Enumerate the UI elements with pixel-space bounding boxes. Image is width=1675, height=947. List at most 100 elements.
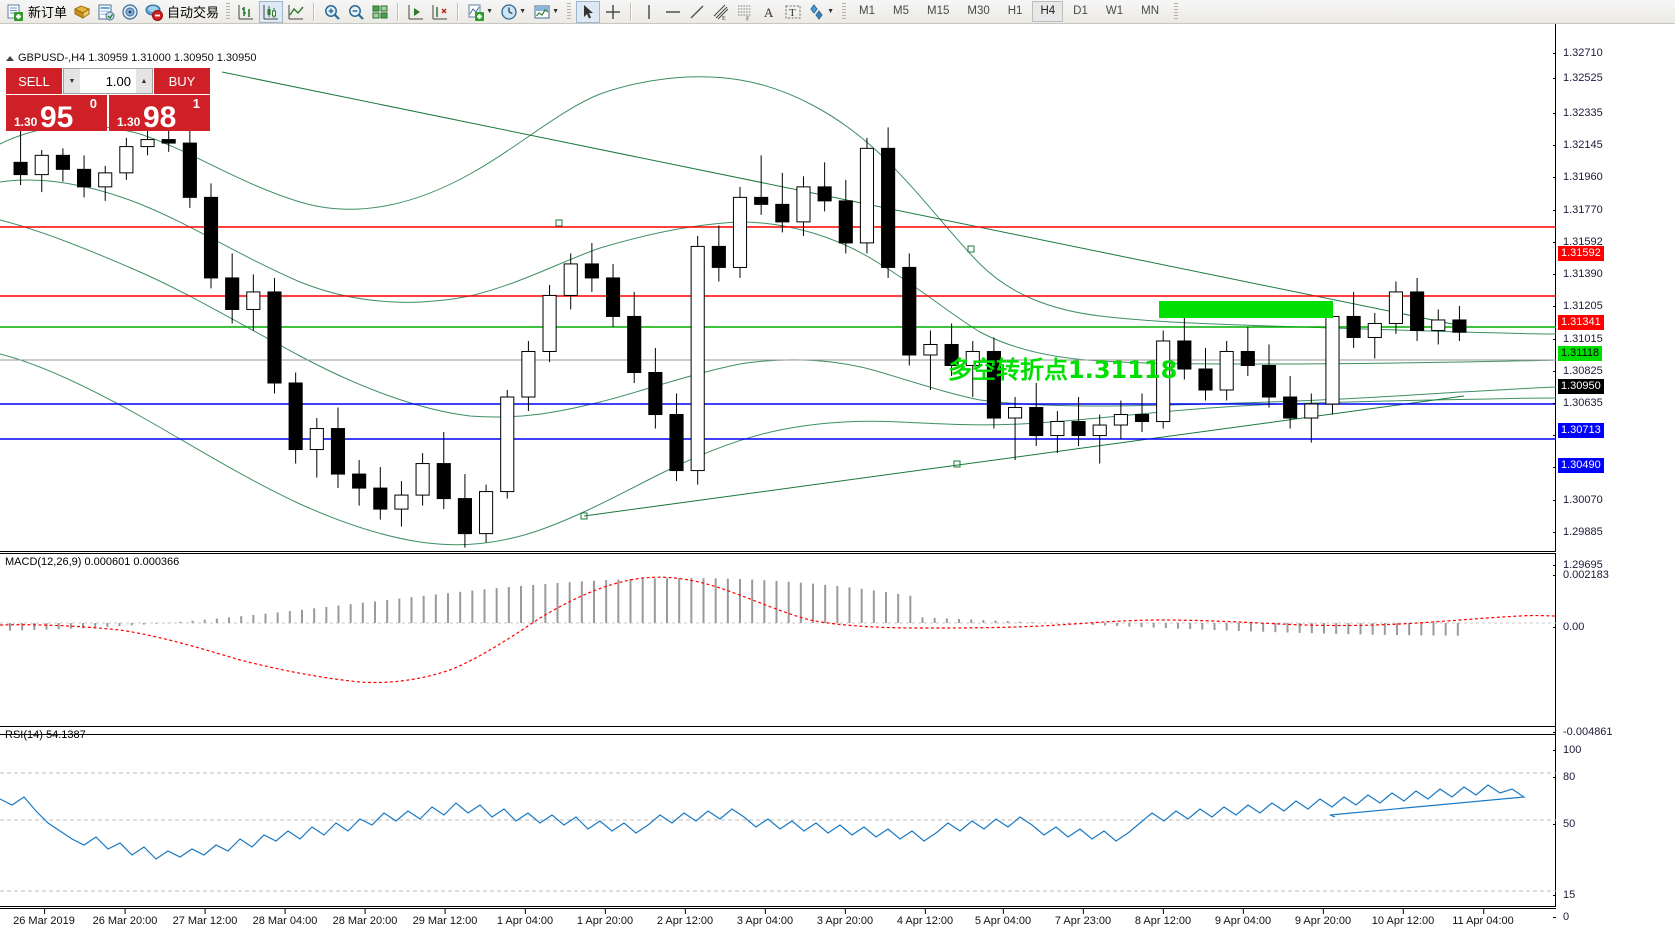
text-button[interactable]: A: [758, 1, 780, 23]
volume-increment-icon[interactable]: ▲: [136, 69, 152, 93]
candle: [13, 161, 28, 176]
timeframe-w1[interactable]: W1: [1105, 5, 1124, 17]
volume-input[interactable]: 1.00: [80, 69, 136, 93]
market-watch-button[interactable]: [95, 1, 117, 23]
price-axis[interactable]: 1.32710 1.32525 1.32335 1.32145 1.31960 1.317…: [1552, 24, 1675, 947]
buy-price-display[interactable]: 1.30 98 1: [109, 95, 210, 134]
crosshair-button[interactable]: [602, 1, 624, 23]
timeframe-d1[interactable]: D1: [1073, 5, 1088, 17]
timeframe-m1[interactable]: M1: [859, 5, 876, 17]
candle: [1050, 421, 1065, 437]
sell-button[interactable]: SELL: [6, 68, 62, 94]
main-toolbar: 新订单: [0, 0, 1675, 24]
candle: [1071, 421, 1086, 437]
time-tick: 3 Apr 04:00: [736, 909, 794, 927]
cursor-button[interactable]: [576, 0, 601, 23]
candle: [1283, 396, 1298, 419]
horizontal-line-button[interactable]: [662, 1, 684, 23]
time-axis[interactable]: 26 Mar 2019 26 Mar 20:00 27 Mar 12:00 28 Ma…: [0, 908, 1556, 947]
support-1-label[interactable]: 1.30713: [1558, 423, 1604, 438]
sell-price-fraction: 0: [89, 96, 97, 111]
equidistant-channel-button[interactable]: E: [710, 1, 732, 23]
bar-chart-icon: [237, 3, 255, 21]
candle: [394, 494, 409, 510]
timeframe-h4[interactable]: H4: [1032, 1, 1064, 22]
price-tick: 1.31015: [1553, 334, 1603, 345]
macd-canvas: [0, 576, 1557, 684]
indicators-dropdown-arrow[interactable]: ▼: [486, 8, 493, 15]
candle: [563, 263, 578, 296]
profiles-button[interactable]: [71, 1, 93, 23]
one-click-trading-panel[interactable]: SELL ▼ 1.00 ▲ BUY 1.30 95 0 1.30 98 1: [6, 68, 210, 134]
profiles-icon: [73, 3, 91, 21]
candlestick-chart-button[interactable]: [259, 0, 284, 23]
navigator-button[interactable]: [119, 1, 141, 23]
price-pane[interactable]: [0, 24, 1557, 552]
volume-decrement-icon[interactable]: ▼: [64, 69, 80, 93]
timeframe-m5[interactable]: M5: [893, 5, 909, 17]
macd-pane[interactable]: MACD(12,26,9) 0.000601 0.000366: [0, 553, 1557, 735]
text-label-button[interactable]: T: [782, 1, 804, 23]
candle: [55, 154, 70, 170]
toolbar-separator-1: [313, 2, 316, 21]
fibonacci-button[interactable]: F: [734, 1, 756, 23]
candlestick-series: [13, 116, 1467, 548]
tile-windows-button[interactable]: [369, 1, 391, 23]
time-tick: 7 Apr 23:00: [1054, 909, 1112, 927]
collapse-arrow-icon[interactable]: [6, 55, 14, 61]
line-chart-button[interactable]: [285, 1, 307, 23]
price-tick: 1.32525: [1553, 73, 1603, 84]
timeframe-mn[interactable]: MN: [1141, 5, 1159, 17]
resistance-1-label[interactable]: 1.31592: [1558, 246, 1604, 261]
periods-dropdown-arrow[interactable]: ▼: [519, 8, 526, 15]
zoom-in-button[interactable]: [321, 1, 343, 23]
periods-button[interactable]: ▼: [498, 1, 529, 23]
timeframe-m15[interactable]: M15: [927, 5, 950, 17]
shapes-button[interactable]: ▼: [806, 1, 837, 23]
line-chart-icon: [287, 3, 305, 21]
buy-button[interactable]: BUY: [154, 68, 210, 94]
rsi-tick: 50: [1552, 819, 1575, 830]
new-order-button[interactable]: 新订单: [4, 1, 69, 23]
sell-price-prefix: 1.30: [14, 115, 38, 129]
toolbar-grip-4[interactable]: [1174, 2, 1178, 21]
rsi-label: RSI(14) 54.1387: [5, 729, 86, 741]
shapes-dropdown-arrow[interactable]: ▼: [827, 8, 834, 15]
auto-scroll-button[interactable]: [405, 1, 427, 23]
candle: [119, 146, 134, 174]
autotrading-button[interactable]: 自动交易: [143, 1, 221, 23]
current-price-label[interactable]: 1.30950: [1558, 379, 1604, 394]
pivot-label[interactable]: 1.31118: [1558, 346, 1603, 361]
trendline-button[interactable]: [686, 1, 708, 23]
support-2-label[interactable]: 1.30490: [1558, 458, 1604, 473]
timeframe-h1[interactable]: H1: [1007, 5, 1023, 17]
candle: [373, 487, 388, 510]
volume-stepper[interactable]: ▼ 1.00 ▲: [63, 68, 153, 94]
timeframe-m30[interactable]: M30: [967, 5, 990, 17]
sell-price-big: 95: [40, 101, 74, 134]
toolbar-grip-1[interactable]: [226, 2, 231, 21]
bar-chart-button[interactable]: [235, 1, 257, 23]
rsi-tick: 80: [1552, 772, 1575, 783]
chart-shift-button[interactable]: [429, 1, 451, 23]
zoom-out-button[interactable]: [345, 1, 367, 23]
time-tick: 27 Mar 12:00: [172, 909, 238, 927]
sell-price-display[interactable]: 1.30 95 0: [6, 95, 107, 134]
toolbar-grip-2[interactable]: [567, 2, 572, 21]
indicators-button[interactable]: ▼: [465, 1, 496, 23]
periods-icon: [500, 3, 518, 21]
toolbar-grip-3[interactable]: [842, 2, 847, 21]
rsi-pane[interactable]: RSI(14) 54.1387: [0, 726, 1556, 907]
resistance-2-label[interactable]: 1.31341: [1558, 315, 1604, 330]
vertical-line-button[interactable]: [638, 1, 660, 23]
chart-window[interactable]: MACD(12,26,9) 0.000601 0.000366 RSI(14) …: [0, 24, 1675, 947]
templates-dropdown-arrow[interactable]: ▼: [552, 8, 559, 15]
candle: [436, 463, 451, 500]
time-tick: 9 Apr 20:00: [1294, 909, 1352, 927]
price-chart-canvas: [0, 71, 1557, 548]
templates-button[interactable]: ▼: [531, 1, 562, 23]
candle: [690, 245, 705, 472]
candle: [965, 350, 980, 366]
chart-shift-icon: [431, 3, 449, 21]
